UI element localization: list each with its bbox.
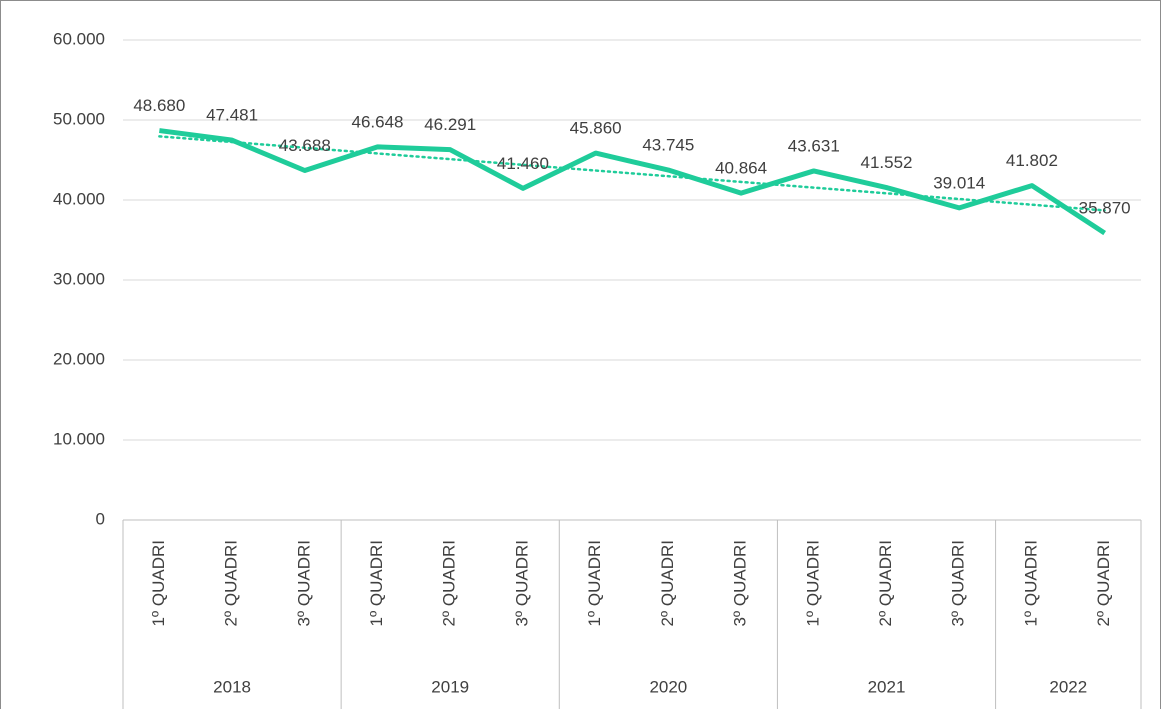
x-tick-label: 1º QUADRI: [803, 540, 822, 627]
data-label: 35.870: [1079, 199, 1131, 218]
x-tick-label: 1º QUADRI: [585, 540, 604, 627]
y-tick-label: 10.000: [53, 429, 105, 448]
y-tick-label: 20.000: [53, 349, 105, 368]
data-label: 41.802: [1006, 151, 1058, 170]
data-label: 43.631: [788, 136, 840, 155]
data-label: 43.745: [642, 136, 694, 155]
y-tick-label: 40.000: [53, 189, 105, 208]
group-label: 2021: [868, 677, 906, 696]
data-label: 41.552: [861, 153, 913, 172]
group-label: 2018: [213, 677, 251, 696]
y-tick-label: 50.000: [53, 109, 105, 128]
x-tick-label: 2º QUADRI: [1094, 540, 1113, 627]
group-label: 2019: [431, 677, 469, 696]
group-label: 2020: [649, 677, 687, 696]
y-tick-label: 30.000: [53, 269, 105, 288]
data-label: 46.648: [352, 112, 404, 131]
data-label: 48.680: [133, 96, 185, 115]
x-tick-label: 1º QUADRI: [367, 540, 386, 627]
data-label: 46.291: [424, 115, 476, 134]
x-tick-label: 3º QUADRI: [294, 540, 313, 627]
y-tick-label: 0: [96, 509, 105, 528]
x-tick-label: 2º QUADRI: [440, 540, 459, 627]
data-label: 39.014: [933, 173, 985, 192]
data-label: 45.860: [570, 119, 622, 138]
data-label: 47.481: [206, 106, 258, 125]
y-tick-label: 60.000: [53, 29, 105, 48]
x-tick-label: 3º QUADRI: [731, 540, 750, 627]
x-tick-label: 1º QUADRI: [1021, 540, 1040, 627]
line: [159, 128, 1107, 236]
x-tick-label: 2º QUADRI: [222, 540, 241, 627]
data-label: 41.460: [497, 154, 549, 173]
x-tick-label: 1º QUADRI: [149, 540, 168, 627]
trendline: [158, 135, 1106, 212]
data-label: 40.864: [715, 159, 767, 178]
group-label: 2022: [1049, 677, 1087, 696]
x-tick-label: 2º QUADRI: [876, 540, 895, 627]
x-tick-label: 2º QUADRI: [658, 540, 677, 627]
x-tick-label: 3º QUADRI: [949, 540, 968, 627]
x-tick-label: 3º QUADRI: [512, 540, 531, 627]
data-label: 43.688: [279, 136, 331, 155]
